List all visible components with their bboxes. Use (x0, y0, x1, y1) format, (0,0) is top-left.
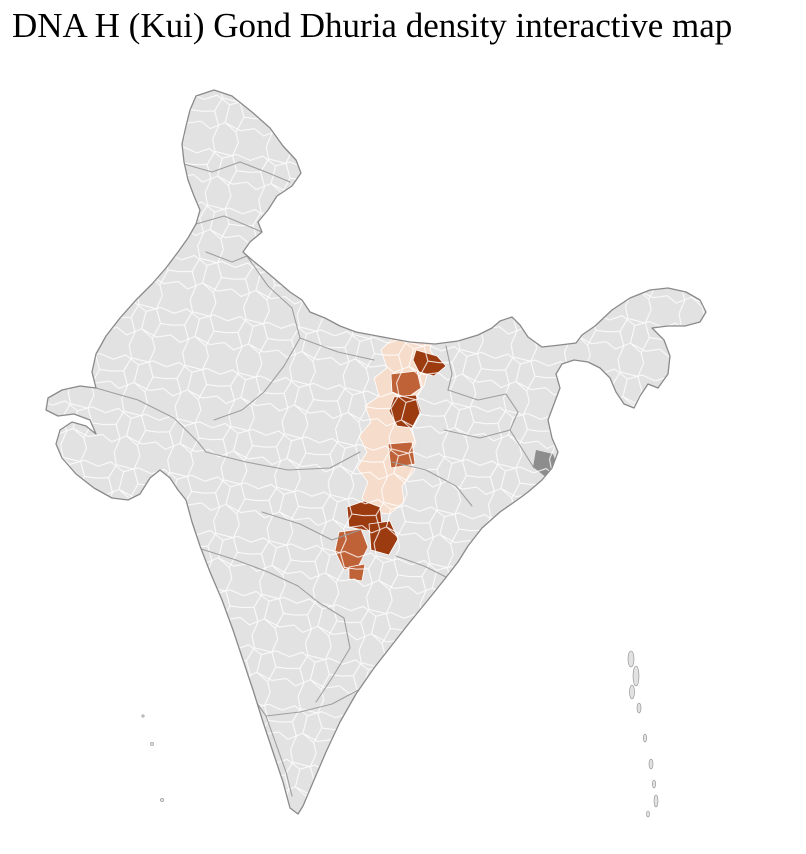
india-outline (45, 89, 707, 815)
state-borders (95, 161, 535, 797)
andaman-nicobar-islands[interactable] (627, 650, 659, 818)
page-title: DNA H (Kui) Gond Dhuria density interact… (12, 6, 733, 45)
lakshadweep-islands[interactable] (141, 714, 164, 802)
